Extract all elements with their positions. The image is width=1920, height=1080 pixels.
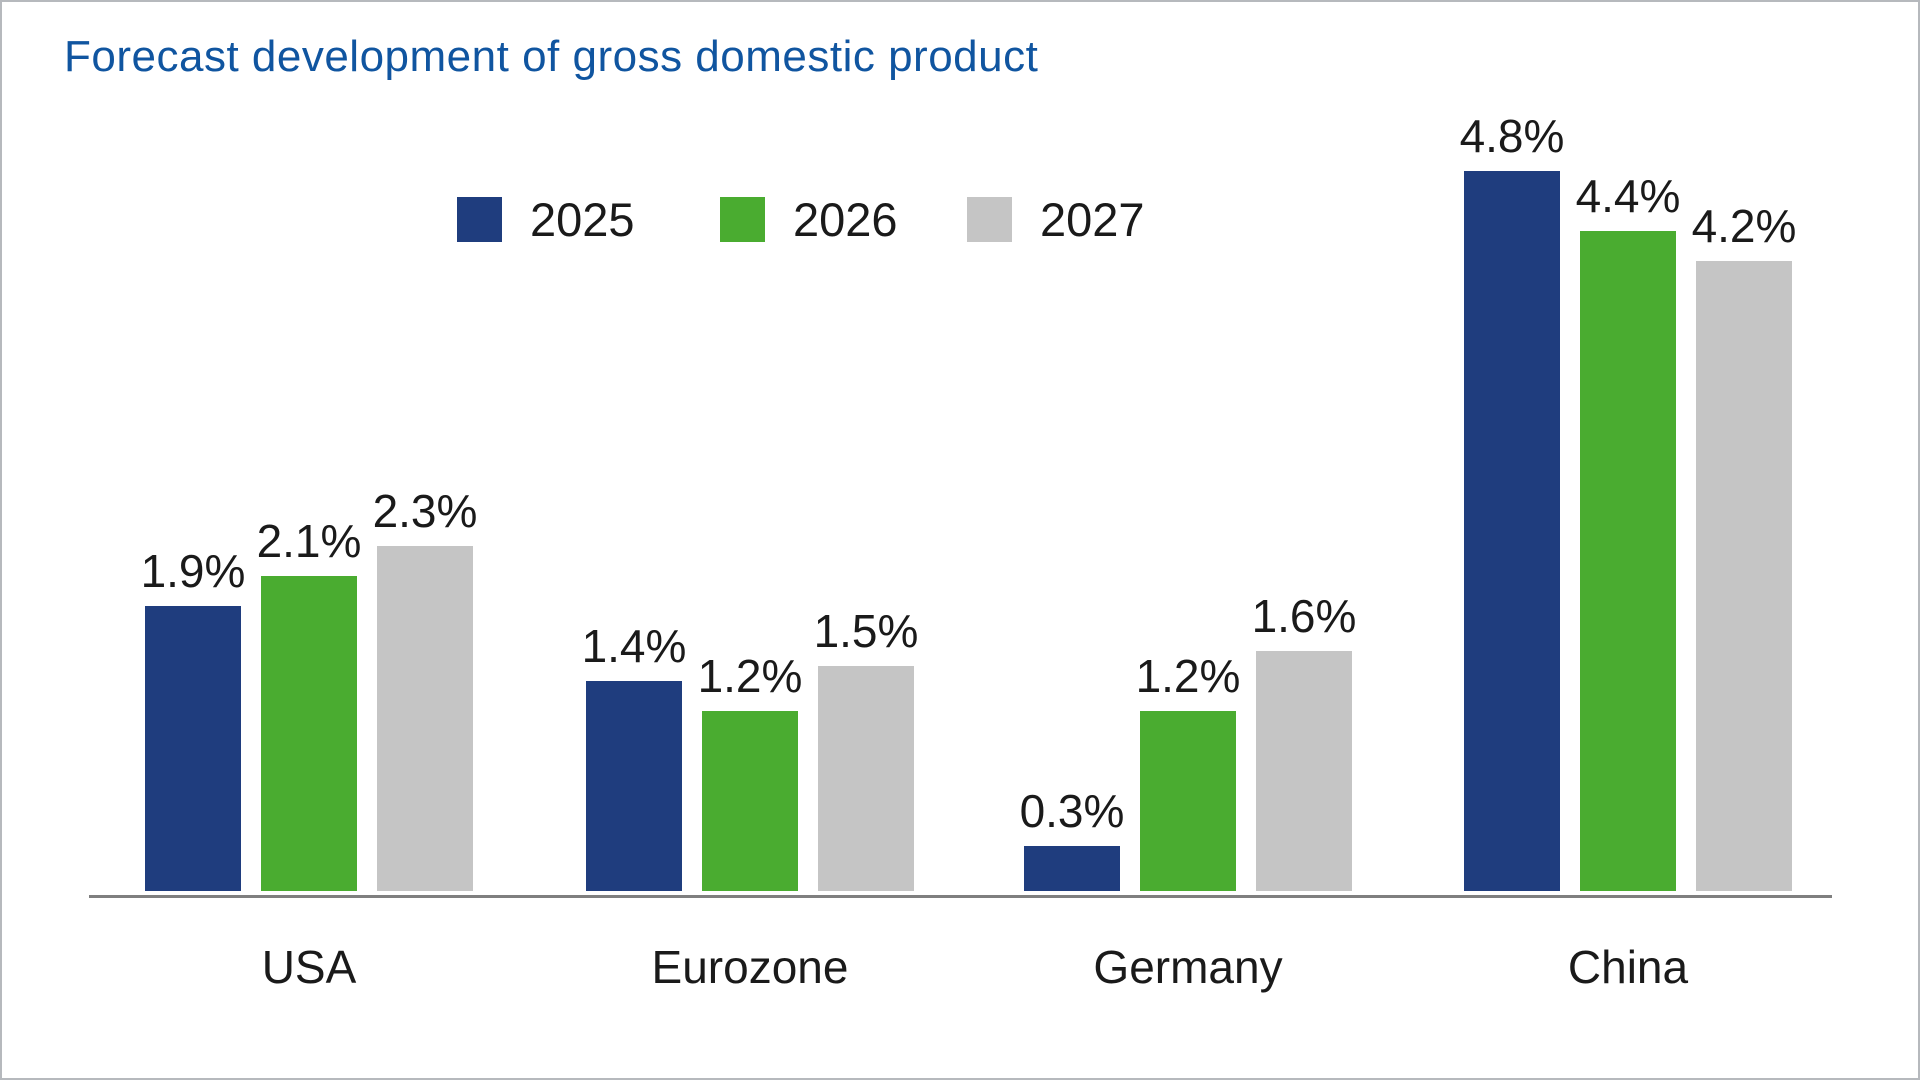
bar-eurozone-2026	[702, 711, 798, 891]
value-label-china-2027: 4.2%	[1691, 200, 1797, 252]
category-label-germany: Germany	[1093, 941, 1283, 993]
legend-item-2026: 2026	[720, 194, 898, 244]
bar-china-2026	[1580, 231, 1676, 891]
legend-label-2027: 2027	[1040, 192, 1145, 246]
chart-title: Forecast development of gross domestic p…	[64, 32, 1039, 81]
x-axis-line	[89, 895, 1832, 898]
legend-swatch-2027	[967, 196, 1012, 242]
bar-usa-2026	[261, 576, 357, 891]
category-label-china: China	[1567, 941, 1689, 993]
bar-eurozone-2025	[586, 681, 682, 891]
bar-china-2025	[1464, 171, 1560, 891]
value-label-germany-2027: 1.6%	[1251, 590, 1357, 642]
legend-swatch-2026	[720, 196, 765, 242]
bar-eurozone-2027	[818, 666, 914, 891]
bar-germany-2025	[1024, 846, 1120, 891]
category-label-eurozone: Eurozone	[651, 941, 849, 993]
value-label-eurozone-2025: 1.4%	[581, 620, 687, 672]
bar-germany-2027	[1256, 651, 1352, 891]
value-label-usa-2025: 1.9%	[140, 545, 246, 597]
bar-china-2027	[1696, 261, 1792, 891]
value-label-germany-2025: 0.3%	[1019, 785, 1125, 837]
legend-item-2025: 2025	[457, 194, 635, 244]
legend-item-2027: 2027	[967, 194, 1145, 244]
value-label-usa-2026: 2.1%	[256, 515, 362, 567]
bar-usa-2025	[145, 606, 241, 891]
legend-label-2025: 2025	[530, 192, 635, 246]
value-label-china-2025: 4.8%	[1459, 110, 1565, 162]
value-label-eurozone-2027: 1.5%	[813, 605, 919, 657]
value-label-usa-2027: 2.3%	[372, 485, 478, 537]
value-label-eurozone-2026: 1.2%	[697, 650, 803, 702]
bar-usa-2027	[377, 546, 473, 891]
legend-swatch-2025	[457, 196, 502, 242]
legend-label-2026: 2026	[793, 192, 898, 246]
value-label-china-2026: 4.4%	[1575, 170, 1681, 222]
value-label-germany-2026: 1.2%	[1135, 650, 1241, 702]
bar-germany-2026	[1140, 711, 1236, 891]
category-label-usa: USA	[261, 941, 357, 993]
